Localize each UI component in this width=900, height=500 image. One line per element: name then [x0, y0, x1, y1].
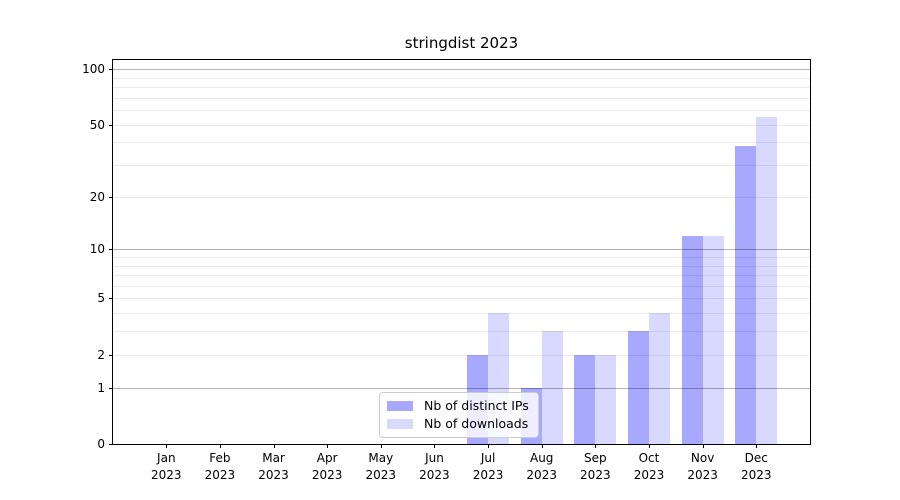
gridline-minor	[113, 256, 810, 258]
x-tick	[648, 444, 650, 448]
x-tick-label: Apr 2023	[311, 451, 343, 482]
y-tick	[109, 354, 113, 356]
gridline-minor	[113, 275, 810, 277]
x-tick-label: Oct 2023	[633, 451, 665, 482]
x-tick	[434, 444, 436, 448]
x-tick-label: Sep 2023	[580, 451, 611, 482]
x-tick	[273, 444, 275, 448]
y-tick	[109, 124, 113, 126]
gridline-minor	[113, 110, 810, 112]
x-tick	[488, 444, 490, 448]
x-tick-label: Aug 2023	[526, 451, 557, 482]
x-tick-label: Jul 2023	[472, 451, 504, 482]
bar-nb-of-downloads	[648, 313, 670, 444]
y-tick-label: 1	[97, 380, 105, 395]
y-tick	[109, 387, 113, 389]
legend-swatch-distinct-ips	[387, 401, 413, 411]
chart-title: stringdist 2023	[404, 34, 519, 52]
x-tick-label: Jun 2023	[419, 451, 450, 482]
y-tick-label: 20	[89, 189, 105, 204]
bar-nb-of-downloads	[702, 235, 724, 444]
x-tick	[541, 444, 543, 448]
y-tick-label: 100	[82, 62, 105, 77]
gridline-major	[113, 249, 810, 251]
y-tick	[109, 249, 113, 251]
gridline-major	[113, 387, 810, 389]
legend-entry-downloads: Nb of downloads	[387, 416, 529, 432]
gridline-minor	[113, 354, 810, 356]
gridline-minor	[113, 165, 810, 167]
y-tick-label: 2	[97, 347, 105, 362]
gridline-minor	[113, 285, 810, 287]
x-tick-label: Dec 2023	[740, 451, 772, 482]
gridline-minor	[113, 313, 810, 315]
y-tick	[109, 298, 113, 300]
x-tick	[380, 444, 382, 448]
gridline-minor	[113, 196, 810, 198]
y-tick	[109, 196, 113, 198]
x-tick-label: Jan 2023	[151, 451, 182, 482]
gridline-minor	[113, 77, 810, 79]
x-tick-label: Mar 2023	[258, 451, 289, 482]
legend-entry-distinct-ips: Nb of distinct IPs	[387, 398, 529, 414]
x-tick	[702, 444, 704, 448]
gridline-minor	[113, 298, 810, 300]
bar-nb-of-distinct-ips	[574, 354, 596, 444]
x-tick-label: Nov 2023	[687, 451, 718, 482]
x-tick	[219, 444, 221, 448]
x-tick	[595, 444, 597, 448]
x-tick-label: Feb 2023	[204, 451, 236, 482]
legend-swatch-downloads	[387, 419, 413, 429]
gridline-minor	[113, 331, 810, 333]
legend-label-distinct-ips: Nb of distinct IPs	[424, 398, 529, 413]
y-tick	[109, 69, 113, 71]
gridline-major	[113, 69, 810, 71]
bar-nb-of-distinct-ips	[627, 331, 649, 444]
gridline-minor	[113, 87, 810, 89]
legend-label-downloads: Nb of downloads	[424, 416, 529, 431]
gridline-minor	[113, 97, 810, 99]
x-tick	[327, 444, 329, 448]
bar-nb-of-downloads	[541, 331, 563, 444]
bar-nb-of-distinct-ips	[735, 146, 757, 444]
x-tick	[756, 444, 758, 448]
x-tick	[166, 444, 168, 448]
gridline-minor	[113, 124, 810, 126]
x-tick-label: May 2023	[365, 451, 397, 482]
y-tick-label: 0	[97, 437, 105, 451]
y-tick-label: 5	[97, 291, 105, 306]
plot-area: Nb of distinct IPs Nb of downloads Jan 2…	[82, 59, 811, 482]
y-tick	[109, 444, 113, 445]
legend: Nb of distinct IPs Nb of downloads	[379, 392, 539, 438]
gridline-minor	[113, 142, 810, 144]
bar-nb-of-downloads	[595, 354, 617, 444]
plot-frame	[112, 59, 811, 445]
y-tick-label: 50	[89, 117, 105, 132]
bar-nb-of-downloads	[756, 117, 778, 444]
gridline-minor	[113, 265, 810, 267]
bar-nb-of-distinct-ips	[681, 235, 703, 444]
y-tick-label: 10	[89, 242, 105, 257]
